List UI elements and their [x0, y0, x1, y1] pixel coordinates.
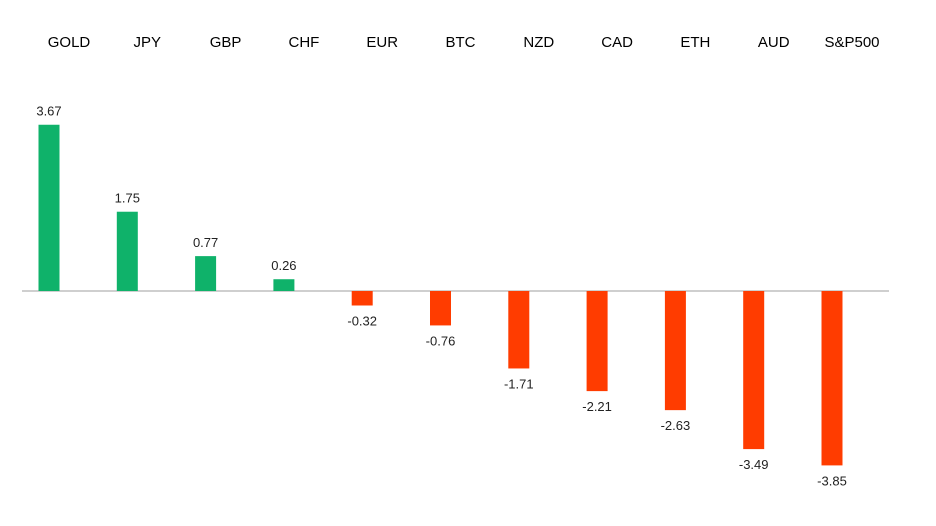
category-label-chf: CHF	[288, 34, 319, 51]
bar-nzd	[508, 291, 530, 369]
value-label-gbp: 0.77	[193, 235, 218, 250]
category-label-eth: ETH	[680, 34, 710, 51]
value-label-cad: -2.21	[582, 399, 612, 414]
bar-aud	[743, 291, 765, 450]
bar-gbp	[195, 256, 217, 291]
category-label-cad: CAD	[601, 34, 633, 51]
value-label-chf: 0.26	[271, 258, 296, 273]
value-label-aud: -3.49	[739, 457, 769, 472]
value-label-btc: -0.76	[426, 333, 456, 348]
category-label-btc: BTC	[446, 34, 476, 51]
value-label-gold: 3.67	[36, 104, 61, 119]
bars	[38, 124, 843, 466]
value-labels: 3.67 1.75 0.77 0.26 -0.32 -0.76 -1.71 -2.21 -2.6…	[36, 104, 846, 489]
category-label-nzd: NZD	[523, 34, 554, 51]
bar-cad	[586, 291, 608, 392]
bar-eur	[351, 291, 373, 306]
bar-chf	[273, 279, 295, 291]
bar-eth	[664, 291, 686, 411]
bar-s-p500	[821, 291, 843, 466]
value-label-eur: -0.32	[347, 313, 377, 328]
value-label-jpy: 1.75	[115, 191, 140, 206]
bar-gold	[38, 124, 60, 292]
category-label-aud: AUD	[758, 34, 790, 51]
value-label-eth: -2.63	[661, 418, 691, 433]
bar-btc	[430, 291, 451, 326]
category-label-gbp: GBP	[210, 34, 242, 51]
value-label-nzd: -1.71	[504, 376, 534, 391]
category-label-jpy: JPY	[134, 34, 162, 51]
bar-jpy	[116, 211, 138, 291]
category-label-gold: GOLD	[48, 34, 91, 51]
category-label-s-p500: S&P500	[824, 34, 879, 51]
category-labels: GOLD JPY GBP CHF EUR BTC NZD CAD ETH AUD S&P500	[48, 34, 880, 51]
value-label-s-p500: -3.85	[817, 473, 847, 488]
category-label-eur: EUR	[366, 34, 398, 51]
